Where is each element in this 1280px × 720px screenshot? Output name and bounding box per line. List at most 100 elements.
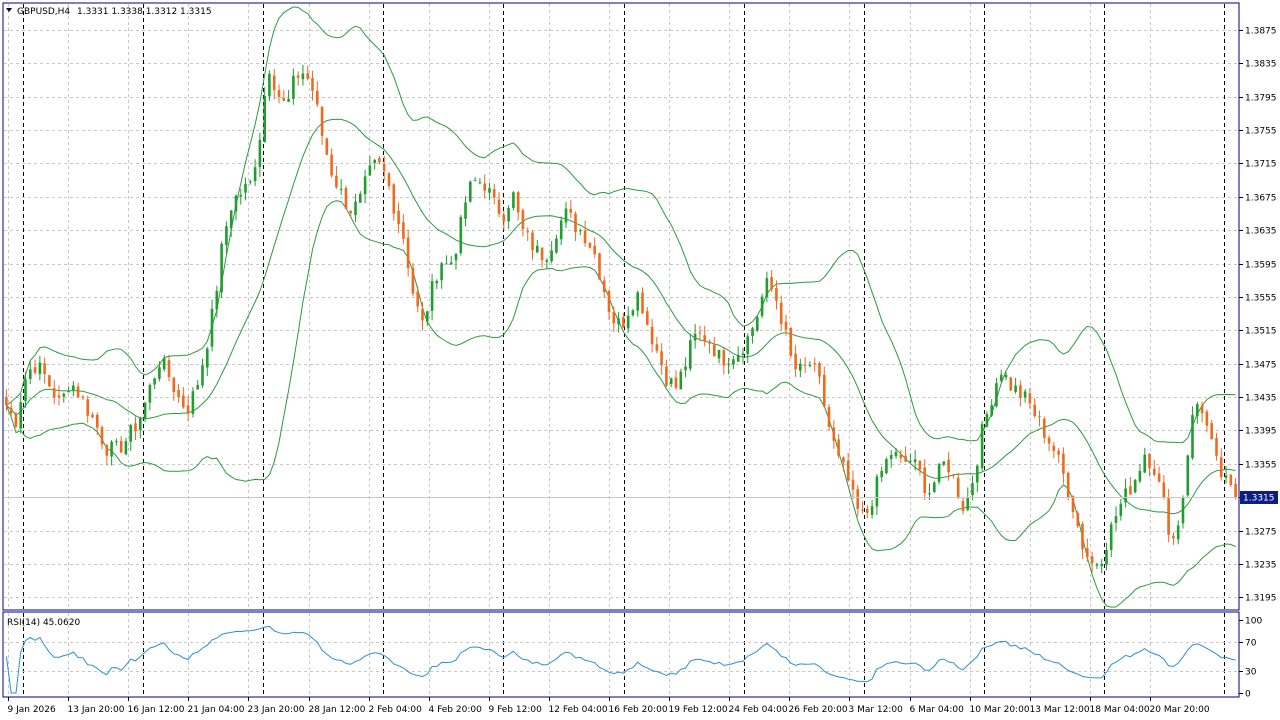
candle[interactable] bbox=[162, 355, 166, 372]
candle[interactable] bbox=[139, 416, 142, 439]
candle[interactable] bbox=[473, 177, 477, 182]
candle[interactable] bbox=[277, 84, 281, 104]
candle[interactable] bbox=[1229, 474, 1233, 487]
candle[interactable] bbox=[91, 412, 94, 419]
candle[interactable] bbox=[449, 255, 453, 265]
candle[interactable] bbox=[999, 369, 1003, 383]
candle[interactable] bbox=[220, 241, 223, 299]
candle[interactable] bbox=[287, 89, 290, 103]
candle[interactable] bbox=[1014, 377, 1017, 394]
candle[interactable] bbox=[253, 159, 257, 187]
candle[interactable] bbox=[167, 354, 171, 382]
candle[interactable] bbox=[1066, 471, 1070, 501]
candle[interactable] bbox=[952, 473, 955, 479]
candle[interactable] bbox=[57, 385, 61, 406]
candle[interactable] bbox=[392, 183, 396, 221]
candle[interactable] bbox=[48, 374, 51, 388]
candle[interactable] bbox=[756, 315, 759, 333]
candle[interactable] bbox=[330, 148, 333, 178]
candle[interactable] bbox=[105, 443, 109, 466]
candle[interactable] bbox=[818, 361, 821, 385]
candle[interactable] bbox=[803, 356, 807, 373]
candle[interactable] bbox=[1162, 475, 1166, 500]
candle[interactable] bbox=[555, 234, 558, 254]
candle[interactable] bbox=[301, 64, 305, 86]
candle[interactable] bbox=[497, 191, 501, 218]
candle[interactable] bbox=[937, 462, 941, 485]
candle[interactable] bbox=[349, 210, 352, 217]
candle[interactable] bbox=[335, 165, 338, 189]
candle[interactable] bbox=[588, 242, 592, 249]
candle[interactable] bbox=[186, 395, 190, 422]
candle[interactable] bbox=[1023, 388, 1027, 403]
candle[interactable] bbox=[722, 346, 726, 375]
candle[interactable] bbox=[430, 273, 434, 321]
candle[interactable] bbox=[536, 239, 539, 254]
candle[interactable] bbox=[86, 395, 89, 423]
candle[interactable] bbox=[794, 345, 797, 377]
candle[interactable] bbox=[995, 377, 998, 408]
candle[interactable] bbox=[559, 216, 563, 246]
candle[interactable] bbox=[861, 501, 864, 514]
candle[interactable] bbox=[636, 290, 639, 317]
candle[interactable] bbox=[263, 87, 266, 143]
candle[interactable] bbox=[746, 333, 749, 363]
candle[interactable] bbox=[602, 276, 606, 298]
candle[interactable] bbox=[770, 269, 773, 293]
candle[interactable] bbox=[320, 106, 324, 145]
candle[interactable] bbox=[1191, 406, 1194, 460]
candle[interactable] bbox=[626, 306, 630, 334]
candle[interactable] bbox=[971, 475, 974, 501]
candle[interactable] bbox=[870, 500, 874, 519]
candle[interactable] bbox=[14, 411, 18, 429]
candle[interactable] bbox=[363, 169, 367, 204]
candle[interactable] bbox=[124, 437, 128, 456]
candle[interactable] bbox=[296, 71, 300, 86]
candle[interactable] bbox=[9, 402, 13, 416]
candle[interactable] bbox=[966, 487, 969, 512]
candle[interactable] bbox=[339, 178, 343, 195]
candle[interactable] bbox=[38, 355, 42, 381]
candle[interactable] bbox=[909, 453, 912, 463]
candle[interactable] bbox=[727, 357, 730, 375]
candle[interactable] bbox=[5, 389, 8, 411]
candle[interactable] bbox=[402, 214, 405, 245]
candle[interactable] bbox=[268, 70, 271, 101]
candle[interactable] bbox=[961, 497, 965, 515]
candle[interactable] bbox=[1081, 521, 1084, 559]
candle[interactable] bbox=[354, 193, 357, 223]
candle[interactable] bbox=[1109, 521, 1113, 557]
candle[interactable] bbox=[607, 289, 611, 321]
candle[interactable] bbox=[1100, 559, 1103, 574]
candle[interactable] bbox=[545, 258, 549, 270]
candle[interactable] bbox=[837, 434, 840, 459]
candle[interactable] bbox=[1047, 435, 1051, 452]
candle[interactable] bbox=[1028, 387, 1032, 409]
candle[interactable] bbox=[942, 461, 946, 467]
candle[interactable] bbox=[234, 194, 238, 221]
candle[interactable] bbox=[990, 399, 993, 418]
candle[interactable] bbox=[1172, 532, 1175, 546]
candle[interactable] bbox=[282, 90, 286, 102]
candle[interactable] bbox=[980, 420, 984, 471]
candle[interactable] bbox=[708, 339, 711, 354]
candle[interactable] bbox=[775, 280, 778, 310]
candle[interactable] bbox=[129, 424, 132, 451]
candle[interactable] bbox=[923, 459, 926, 501]
candle[interactable] bbox=[440, 261, 443, 289]
candle[interactable] bbox=[1176, 520, 1180, 545]
candle[interactable] bbox=[1215, 432, 1218, 461]
candle[interactable] bbox=[1219, 448, 1223, 481]
candle[interactable] bbox=[411, 263, 415, 297]
candle[interactable] bbox=[985, 411, 989, 428]
candle[interactable] bbox=[550, 241, 553, 264]
candle[interactable] bbox=[100, 425, 104, 450]
candle[interactable] bbox=[1095, 562, 1099, 569]
candle[interactable] bbox=[823, 366, 826, 408]
candle[interactable] bbox=[464, 196, 467, 227]
candle[interactable] bbox=[1129, 477, 1132, 496]
candle[interactable] bbox=[703, 325, 706, 347]
candle[interactable] bbox=[1057, 448, 1060, 463]
candle[interactable] bbox=[368, 156, 372, 177]
candle[interactable] bbox=[655, 336, 659, 354]
